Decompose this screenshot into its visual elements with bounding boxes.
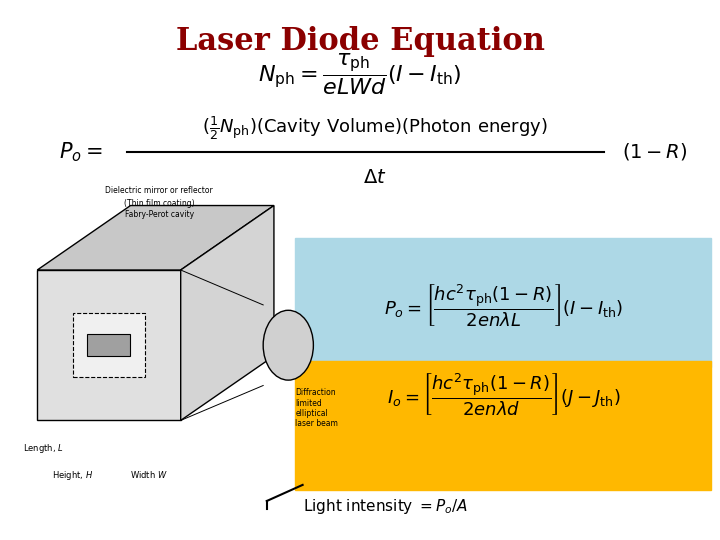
Text: Light intensity $= P_o / A$: Light intensity $= P_o / A$ [302,497,468,516]
Text: $P_o = \left[\dfrac{hc^2\tau_{\mathrm{ph}}(1-R)}{2en\lambda L}\right](I - I_{\ma: $P_o = \left[\dfrac{hc^2\tau_{\mathrm{ph… [384,282,623,328]
Text: (Thin film coating): (Thin film coating) [124,199,194,208]
Text: Height, $H$: Height, $H$ [52,469,93,482]
Ellipse shape [264,310,313,380]
Polygon shape [37,206,274,270]
Polygon shape [73,313,145,377]
Text: $(\frac{1}{2} N_{\mathrm{ph}})(\mathrm{Cavity\ Volume})(\mathrm{Photon\ energy}): $(\frac{1}{2} N_{\mathrm{ph}})(\mathrm{C… [202,114,547,141]
Text: Width $W$: Width $W$ [130,469,168,480]
Text: Length, $L$: Length, $L$ [23,442,63,455]
Text: $(1 - R)$: $(1 - R)$ [622,141,688,163]
FancyBboxPatch shape [295,361,711,490]
Polygon shape [37,270,181,421]
Text: $N_{\mathrm{ph}} = \dfrac{\tau_{\mathrm{ph}}}{eLWd}(I - I_{\mathrm{th}})$: $N_{\mathrm{ph}} = \dfrac{\tau_{\mathrm{… [258,51,462,97]
Text: Fabry-Perot cavity: Fabry-Perot cavity [125,210,194,219]
Polygon shape [181,206,274,421]
Text: $I_o = \left[\dfrac{hc^2\tau_{\mathrm{ph}}(1-R)}{2en\lambda d}\right](J - J_{\ma: $I_o = \left[\dfrac{hc^2\tau_{\mathrm{ph… [387,370,621,416]
Text: $P_o = $: $P_o = $ [59,140,102,164]
FancyBboxPatch shape [295,238,711,367]
Text: Diffraction
limited
elliptical
laser beam: Diffraction limited elliptical laser bea… [295,388,338,428]
Text: $\Delta t$: $\Delta t$ [363,167,386,186]
Text: Laser Diode Equation: Laser Diode Equation [176,25,544,57]
Polygon shape [87,334,130,356]
Text: Dielectric mirror or reflector: Dielectric mirror or reflector [105,186,213,195]
Text: Active region: Active region [0,539,1,540]
Text: Thin film coating: Thin film coating [0,539,1,540]
